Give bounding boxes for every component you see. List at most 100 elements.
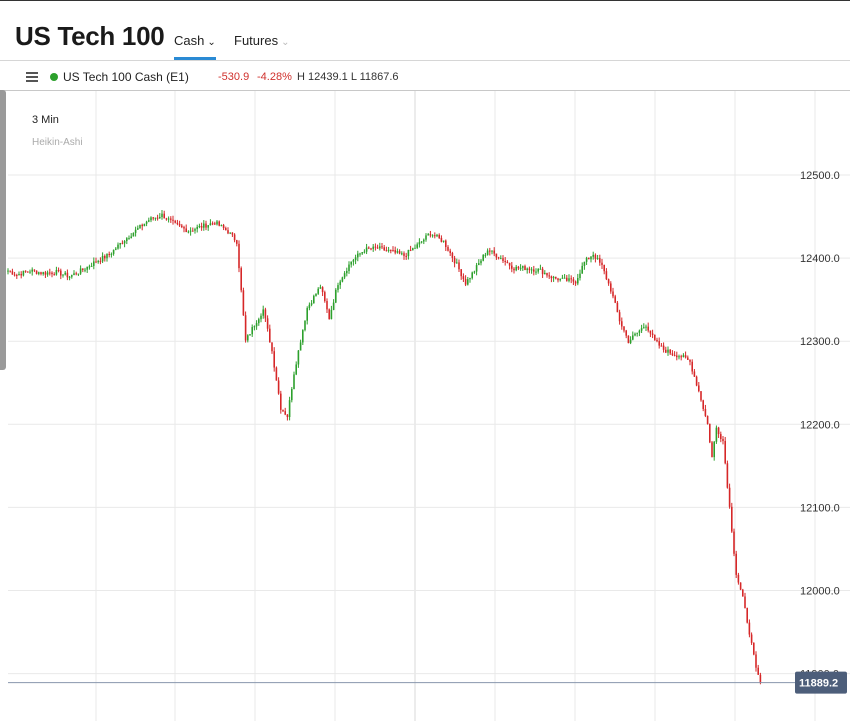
candle-body — [60, 270, 62, 276]
candle-body — [667, 349, 669, 353]
candle-body — [687, 357, 689, 360]
candle-body — [607, 279, 610, 284]
candle-body — [88, 266, 91, 268]
candle-body — [165, 218, 168, 220]
candle-body — [739, 582, 742, 590]
candle-body — [352, 260, 355, 262]
chart-interval[interactable]: 3 Min — [32, 114, 59, 126]
candle-body — [317, 288, 319, 294]
candle-body — [464, 279, 467, 285]
candle-body — [482, 255, 484, 261]
candle-body — [502, 258, 504, 262]
left-scrollbar[interactable] — [0, 90, 6, 370]
candle-body — [746, 608, 748, 623]
candle-body — [258, 319, 260, 324]
candle-body — [491, 250, 493, 252]
candle-body — [471, 272, 473, 279]
candle-body — [680, 356, 682, 358]
candle-body — [621, 321, 623, 327]
candle-body — [348, 264, 350, 271]
candle-body — [148, 220, 150, 222]
candle-body — [242, 290, 245, 316]
candle-body — [524, 266, 526, 271]
tab-cash-label: Cash — [174, 33, 205, 48]
candle-body — [220, 225, 223, 227]
candle-body — [625, 330, 627, 336]
candle-body — [247, 335, 249, 341]
chart-type-label[interactable]: Heikin-Ashi — [32, 137, 83, 148]
candle-body — [728, 487, 731, 507]
candle-body — [484, 254, 487, 256]
candle-body — [196, 226, 198, 230]
tab-futures[interactable]: Futures ⌄ — [234, 33, 289, 48]
candle-body — [704, 408, 707, 416]
candle-body — [227, 230, 229, 234]
candle-body — [214, 223, 216, 225]
candle-body — [156, 217, 159, 219]
candle-body — [284, 411, 286, 415]
candle-body — [306, 308, 308, 321]
candle-body — [438, 234, 440, 238]
candle-body — [711, 442, 713, 458]
candle-body — [634, 333, 636, 336]
candle-body — [511, 265, 513, 269]
candle-body — [282, 409, 284, 412]
candle-body — [555, 276, 557, 279]
candle-body — [537, 269, 539, 272]
candle-body — [77, 273, 80, 275]
candle-body — [568, 278, 570, 281]
candle-body — [44, 272, 47, 275]
candle-body — [658, 341, 660, 346]
candle-body — [601, 262, 603, 265]
candle-body — [530, 269, 533, 271]
candle-body — [414, 247, 416, 249]
candle-body — [55, 270, 58, 275]
candle-body — [57, 270, 60, 272]
candle-body — [489, 250, 491, 252]
menu-icon[interactable] — [26, 72, 38, 82]
instrument-name[interactable]: US Tech 100 Cash (E1) — [63, 70, 189, 84]
candle-body — [486, 250, 489, 255]
candle-body — [544, 272, 546, 275]
candle-body — [546, 272, 548, 276]
price-chart[interactable]: 12500.0 12400.0 12300.0 12200.0 12100.0 12000… — [0, 91, 850, 721]
high-low-values: H 12439.1 L 11867.6 — [297, 71, 399, 83]
candle-body — [504, 261, 506, 263]
candle-body — [737, 574, 740, 583]
price-chart-canvas[interactable]: 12500.0 12400.0 12300.0 12200.0 12100.0 12000… — [0, 91, 850, 721]
candle-body — [579, 273, 581, 279]
active-tab-indicator — [174, 57, 216, 60]
candle-body — [636, 332, 638, 334]
candle-body — [394, 250, 396, 253]
chart-toolbar: US Tech 100 Cash (E1) -530.9 -4.28% H 12… — [0, 61, 850, 91]
candle-body — [310, 303, 313, 305]
candle-body — [370, 248, 372, 250]
candle-body — [321, 287, 324, 293]
candle-body — [143, 223, 146, 227]
candle-body — [513, 268, 515, 271]
candle-body — [207, 225, 209, 228]
candle-body — [654, 334, 656, 340]
candle-body — [40, 272, 42, 274]
candle-body — [423, 239, 425, 242]
candle-body — [581, 265, 583, 274]
tab-cash[interactable]: Cash ⌄ — [174, 33, 216, 48]
candle-body — [398, 251, 401, 254]
candle-body — [645, 326, 647, 328]
candle-body — [759, 674, 762, 683]
candle-body — [706, 415, 709, 424]
y-axis-tick-label: 12200.0 — [800, 419, 840, 431]
candle-body — [689, 359, 691, 362]
candle-body — [266, 318, 269, 329]
candle-body — [264, 309, 267, 319]
candle-body — [260, 315, 262, 320]
candle-body — [539, 268, 542, 270]
candle-body — [304, 320, 306, 331]
candle-body — [458, 262, 460, 270]
candle-body — [478, 263, 480, 266]
candle-body — [691, 361, 693, 372]
y-axis-tick-label: 12100.0 — [800, 502, 840, 514]
candle-body — [313, 295, 315, 304]
candle-body — [159, 217, 161, 219]
candle-body — [167, 218, 170, 220]
